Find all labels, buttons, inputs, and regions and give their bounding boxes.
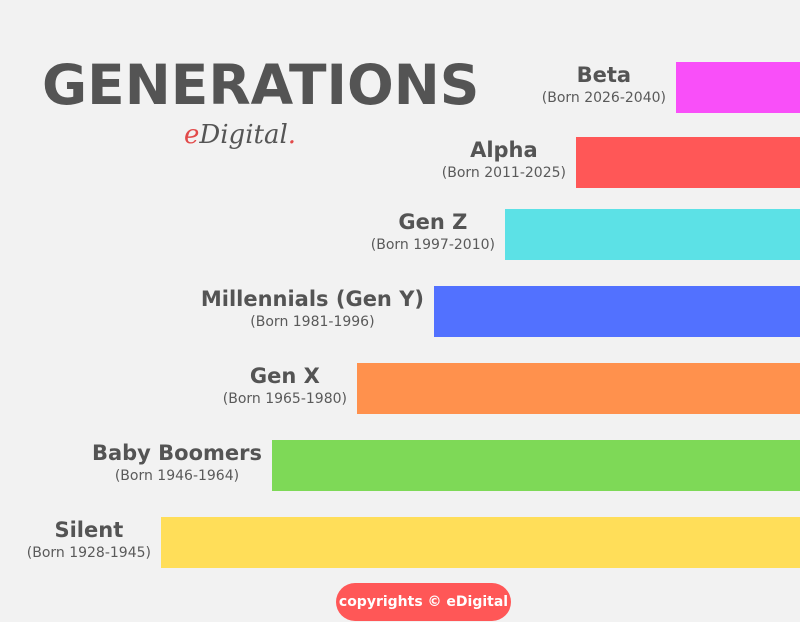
generation-label: Gen X (Born 1965-1980)	[223, 363, 347, 409]
generation-name: Silent	[54, 518, 124, 542]
generation-bar	[357, 363, 800, 414]
copyright-badge: copyrights © eDigital	[336, 583, 511, 621]
generation-bar	[576, 137, 800, 188]
generation-label: Millennials (Gen Y) (Born 1981-1996)	[201, 286, 424, 332]
generation-name: Gen Z	[398, 210, 468, 234]
generation-label: Baby Boomers (Born 1946-1964)	[92, 440, 262, 486]
generation-bar	[434, 286, 800, 337]
edigital-logo: eDigital.	[184, 120, 297, 150]
generation-name: Baby Boomers	[91, 441, 262, 465]
generation-bar	[505, 209, 800, 260]
generation-birth-years: (Born 1928-1945)	[26, 545, 151, 561]
generation-name: Alpha	[470, 138, 538, 162]
generation-bar	[676, 62, 800, 113]
generation-birth-years: (Born 1997-2010)	[370, 237, 495, 253]
generation-birth-years: (Born 2026-2040)	[541, 90, 666, 106]
generation-name: Gen X	[249, 364, 320, 388]
generation-birth-years: (Born 1946-1964)	[114, 468, 240, 484]
page-title: GENERATIONS	[42, 53, 480, 117]
generation-label: Gen Z (Born 1997-2010)	[371, 209, 495, 255]
generation-label: Alpha (Born 2011-2025)	[442, 137, 566, 183]
generation-label: Beta (Born 2026-2040)	[542, 62, 666, 108]
generation-label: Silent (Born 1928-1945)	[27, 517, 151, 563]
generation-bar	[161, 517, 800, 568]
generation-birth-years: (Born 2011-2025)	[441, 165, 566, 181]
generation-bar	[272, 440, 800, 491]
generation-birth-years: (Born 1981-1996)	[250, 314, 375, 330]
generation-name: Beta	[576, 63, 632, 87]
generation-name: Millennials (Gen Y)	[200, 287, 424, 311]
generation-birth-years: (Born 1965-1980)	[222, 391, 347, 407]
